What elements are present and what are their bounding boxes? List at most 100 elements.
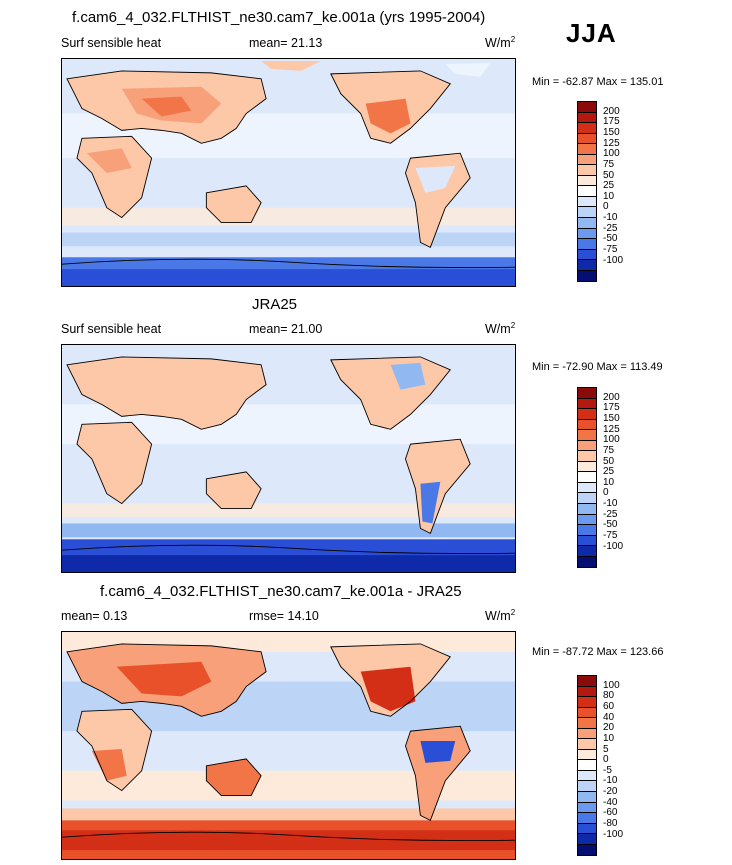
colorbar-swatch xyxy=(578,419,596,431)
colorbar-swatch xyxy=(578,834,596,845)
panel-3-colorbar xyxy=(577,675,597,856)
panel-3-rmse-label: rmse= 14.10 xyxy=(249,609,319,623)
colorbar-tick-label: -100 xyxy=(603,540,624,552)
colorbar-swatch xyxy=(578,398,596,410)
colorbar-swatch xyxy=(578,249,596,261)
colorbar-tick-label: 0 xyxy=(603,754,609,766)
colorbar-swatch xyxy=(578,388,596,399)
colorbar-tick-label: -10 xyxy=(603,498,618,510)
colorbar-swatch xyxy=(578,802,596,814)
panel-1-minmax: Min = -62.87 Max = 135.01 xyxy=(532,76,664,88)
colorbar-tick-label: -75 xyxy=(603,530,618,542)
colorbar-swatch xyxy=(578,781,596,793)
panel-2-title: JRA25 xyxy=(252,296,298,313)
colorbar-tick-label: 175 xyxy=(603,402,620,414)
colorbar-tick-label: 150 xyxy=(603,412,620,424)
panel-3-minmax: Min = -87.72 Max = 123.66 xyxy=(532,646,664,658)
colorbar-swatch xyxy=(578,461,596,473)
colorbar-tick-label: 20 xyxy=(603,722,615,734)
colorbar-tick-label: 100 xyxy=(603,148,620,160)
colorbar-swatch xyxy=(578,409,596,420)
colorbar-tick-label: 50 xyxy=(603,169,615,181)
colorbar-swatch xyxy=(578,792,596,803)
colorbar-tick-label: -50 xyxy=(603,233,618,245)
colorbar-tick-label: -25 xyxy=(603,222,618,234)
colorbar-swatch xyxy=(578,707,596,719)
colorbar-tick-label: 50 xyxy=(603,455,615,467)
colorbar-tick-label: 80 xyxy=(603,690,615,702)
panel-2-map xyxy=(61,344,516,573)
colorbar-swatch xyxy=(578,514,596,526)
colorbar-tick-label: 100 xyxy=(603,434,620,446)
panel-2-map-svg xyxy=(62,345,515,572)
panel-3-units: W/m2 xyxy=(485,608,516,624)
colorbar-swatch xyxy=(578,430,596,441)
panel-1-colorbar xyxy=(577,101,597,282)
colorbar-tick-label: 60 xyxy=(603,700,615,712)
panel-1-title: f.cam6_4_032.FLTHIST_ne30.cam7_ke.001a (… xyxy=(72,9,486,26)
panel-2-units: W/m2 xyxy=(485,321,516,337)
colorbar-swatch xyxy=(578,451,596,462)
colorbar-tick-label: 175 xyxy=(603,116,620,128)
panel-3-mean-label: mean= 0.13 xyxy=(61,609,128,623)
panel-1-units: W/m2 xyxy=(485,35,516,51)
colorbar-swatch xyxy=(578,175,596,187)
colorbar-swatch xyxy=(578,813,596,824)
colorbar-swatch xyxy=(578,260,596,271)
colorbar-tick-label: -10 xyxy=(603,775,618,787)
colorbar-tick-label: -10 xyxy=(603,212,618,224)
colorbar-tick-label: 40 xyxy=(603,711,615,723)
colorbar-swatch xyxy=(578,525,596,536)
colorbar-tick-label: -40 xyxy=(603,796,618,808)
colorbar-swatch xyxy=(578,749,596,761)
panel-2-minmax: Min = -72.90 Max = 113.49 xyxy=(532,361,663,373)
colorbar-swatch xyxy=(578,697,596,708)
colorbar-swatch xyxy=(578,546,596,557)
colorbar-swatch xyxy=(578,196,596,208)
colorbar-swatch xyxy=(578,102,596,113)
colorbar-swatch xyxy=(578,493,596,505)
colorbar-swatch xyxy=(578,556,596,568)
panel-3-title: f.cam6_4_032.FLTHIST_ne30.cam7_ke.001a -… xyxy=(100,583,462,600)
colorbar-tick-label: 10 xyxy=(603,190,615,202)
colorbar-tick-label: -100 xyxy=(603,828,624,840)
colorbar-tick-label: 10 xyxy=(603,732,615,744)
colorbar-tick-label: 150 xyxy=(603,126,620,138)
panel-2-variable-label: Surf sensible heat xyxy=(61,322,162,336)
colorbar-swatch xyxy=(578,112,596,124)
colorbar-swatch xyxy=(578,844,596,856)
panel-1-map xyxy=(61,58,516,287)
colorbar-tick-label: 75 xyxy=(603,444,615,456)
colorbar-tick-label: -25 xyxy=(603,508,618,520)
colorbar-swatch xyxy=(578,504,596,515)
colorbar-swatch xyxy=(578,133,596,145)
colorbar-tick-label: -80 xyxy=(603,818,618,830)
colorbar-swatch xyxy=(578,154,596,166)
season-label: JJA xyxy=(566,18,617,48)
colorbar-tick-label: 200 xyxy=(603,391,620,403)
colorbar-tick-label: 25 xyxy=(603,466,615,478)
colorbar-tick-label: 0 xyxy=(603,487,609,499)
colorbar-swatch xyxy=(578,207,596,219)
colorbar-tick-label: 10 xyxy=(603,476,615,488)
colorbar-swatch xyxy=(578,165,596,176)
panel-1-mean-label: mean= 21.13 xyxy=(249,36,323,50)
colorbar-swatch xyxy=(578,718,596,729)
colorbar-swatch xyxy=(578,440,596,452)
colorbar-tick-label: 75 xyxy=(603,158,615,170)
colorbar-swatch xyxy=(578,123,596,134)
panel-2-mean-label: mean= 21.00 xyxy=(249,322,323,336)
colorbar-swatch xyxy=(578,270,596,282)
colorbar-tick-label: -60 xyxy=(603,807,618,819)
colorbar-swatch xyxy=(578,186,596,197)
colorbar-swatch xyxy=(578,728,596,740)
panel-1-map-svg xyxy=(62,59,515,286)
colorbar-swatch xyxy=(578,482,596,494)
colorbar-tick-label: -75 xyxy=(603,244,618,256)
colorbar-swatch xyxy=(578,472,596,483)
colorbar-tick-label: 200 xyxy=(603,105,620,117)
colorbar-tick-label: -5 xyxy=(603,764,612,776)
colorbar-tick-label: 100 xyxy=(603,679,620,691)
panel-2-colorbar xyxy=(577,387,597,568)
colorbar-tick-label: 25 xyxy=(603,180,615,192)
